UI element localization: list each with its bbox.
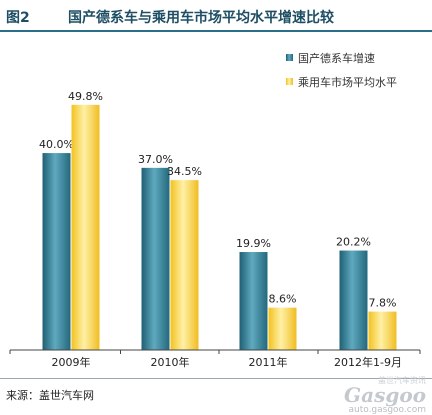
watermark-cn: 盖世汽车资讯 [378,376,426,385]
bar-german-cars-1 [141,167,170,350]
watermark-logo: Gasgoo [344,383,426,407]
legend: 国产德系车增速 乘用车市场平均水平 [286,51,397,89]
data-label-market-average-0: 49.8% [68,90,103,103]
data-label-market-average-2: 8.6% [269,293,297,306]
legend-swatch-series-1 [286,54,293,61]
data-label-german-cars-1: 37.0% [138,153,173,166]
bar-market-average-1 [170,180,199,350]
legend-label-series-1: 国产德系车增速 [298,51,375,65]
x-tick-label-1: 2010年 [151,355,190,369]
bar-market-average-3 [368,311,397,350]
x-tick-label-2: 2011年 [249,355,288,369]
bar-market-average-2 [268,307,297,350]
data-label-market-average-3: 7.8% [369,297,397,310]
legend-swatch-series-2 [286,78,293,85]
title-bar: 图2 国产德系车与乘用车市场平均水平增速比较 [0,0,432,32]
source-divider [0,378,432,379]
figure-number: 图2 [6,10,30,26]
bar-market-average-0 [71,104,100,350]
chart-title: 国产德系车与乘用车市场平均水平增速比较 [68,10,334,26]
source-note: 来源：盖世汽车网 [6,389,94,402]
watermark: 盖世汽车资讯 Gasgoo auto.gasgoo.com [344,376,426,415]
bar-german-cars-0 [42,153,71,350]
watermark-url: auto.gasgoo.com [348,405,426,415]
bar-german-cars-3 [339,250,368,350]
bar-german-cars-2 [239,252,268,350]
data-label-german-cars-2: 19.9% [236,237,271,250]
x-tick-label-0: 2009年 [52,355,91,369]
data-label-german-cars-3: 20.2% [336,236,371,249]
legend-label-series-2: 乘用车市场平均水平 [298,75,397,89]
bar-chart: 国产德系车增速 乘用车市场平均水平 40.0% 49.8% 37.0%34.5% 19… [9,51,421,369]
data-label-german-cars-0: 40.0% [39,138,74,151]
data-label-market-average-1: 34.5% [167,165,202,178]
x-tick-label-3: 2012年1-9月 [334,355,402,369]
